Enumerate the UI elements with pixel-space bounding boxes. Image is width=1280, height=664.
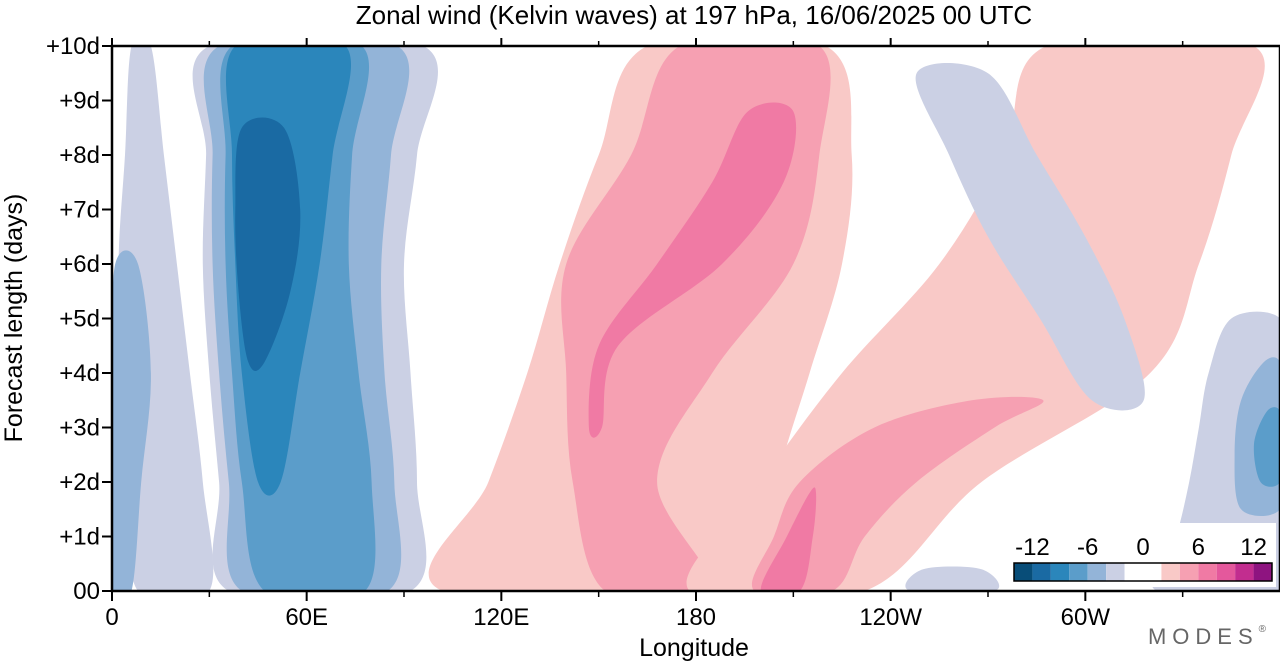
- contour-region-1: [112, 250, 151, 591]
- colorbar-swatch: [1050, 563, 1070, 581]
- y-tick-label: +1d: [59, 524, 100, 551]
- colorbar-swatch: [1014, 563, 1033, 581]
- colorbar-swatch: [1069, 563, 1088, 581]
- colorbar-label: 6: [1192, 534, 1205, 561]
- colorbar-legend: -12 -6 0 6 12: [1006, 523, 1276, 587]
- colorbar-label: -12: [1015, 534, 1050, 561]
- x-axis: 0 60E 120E 180 120W 60W: [105, 38, 1184, 631]
- contour-region-13: [915, 63, 1145, 411]
- y-tick-label: +6d: [59, 251, 100, 278]
- y-axis: 00 +1d +2d +3d +4d +5d +6d +7d +8d +9d +10d: [46, 33, 112, 605]
- colorbar-swatch: [1106, 563, 1125, 581]
- y-axis-label: Forecast length (days): [0, 194, 28, 443]
- contour-region-16: [1253, 407, 1280, 487]
- modes-logo: MODES®: [1148, 624, 1266, 650]
- colorbar-swatch: [1216, 563, 1236, 581]
- colorbar-label: 0: [1136, 534, 1149, 561]
- colorbar-swatch: [1124, 563, 1162, 581]
- y-tick-label: +2d: [59, 469, 100, 496]
- registered-mark: ®: [1258, 624, 1266, 635]
- colorbar-swatch: [1087, 563, 1107, 581]
- y-tick-label: +9d: [59, 88, 100, 115]
- x-tick-label: 60W: [1061, 604, 1111, 631]
- y-tick-label: +5d: [59, 306, 100, 333]
- colorbar-swatch: [1198, 563, 1217, 581]
- x-tick-label: 180: [676, 604, 716, 631]
- y-tick-label: +4d: [59, 360, 100, 387]
- contour-region-14: [1151, 311, 1280, 591]
- colorbar-label: 12: [1240, 534, 1267, 561]
- x-tick-label: 120W: [859, 604, 922, 631]
- contour-region-11: [752, 396, 1044, 591]
- colorbar-label: -6: [1077, 534, 1098, 561]
- contour-regions: [112, 46, 1280, 591]
- x-tick-label: 120E: [473, 604, 529, 631]
- colorbar-swatch: [1161, 563, 1180, 581]
- y-tick-label: 00: [73, 578, 100, 605]
- x-axis-label: Longitude: [639, 634, 749, 662]
- colorbar-frame: [1013, 562, 1273, 582]
- y-tick-label: +8d: [59, 142, 100, 169]
- x-tick-label: 60E: [285, 604, 328, 631]
- chart-title: Zonal wind (Kelvin waves) at 197 hPa, 16…: [356, 0, 1032, 30]
- colorbar-swatch: [1253, 563, 1272, 581]
- y-tick-label: +3d: [59, 415, 100, 442]
- brand-name: MODES: [1147, 624, 1259, 649]
- y-tick-label: +10d: [46, 33, 100, 60]
- colorbar-swatch: [1235, 563, 1254, 581]
- contour-region-17: [905, 566, 1000, 591]
- x-tick-label: 0: [105, 604, 118, 631]
- contour-region-9: [588, 102, 797, 438]
- y-tick-label: +7d: [59, 197, 100, 224]
- colorbar-swatch: [1032, 563, 1051, 581]
- contour-region-6: [235, 117, 301, 371]
- colorbar-swatch: [1179, 563, 1199, 581]
- contour-region-12: [760, 487, 817, 591]
